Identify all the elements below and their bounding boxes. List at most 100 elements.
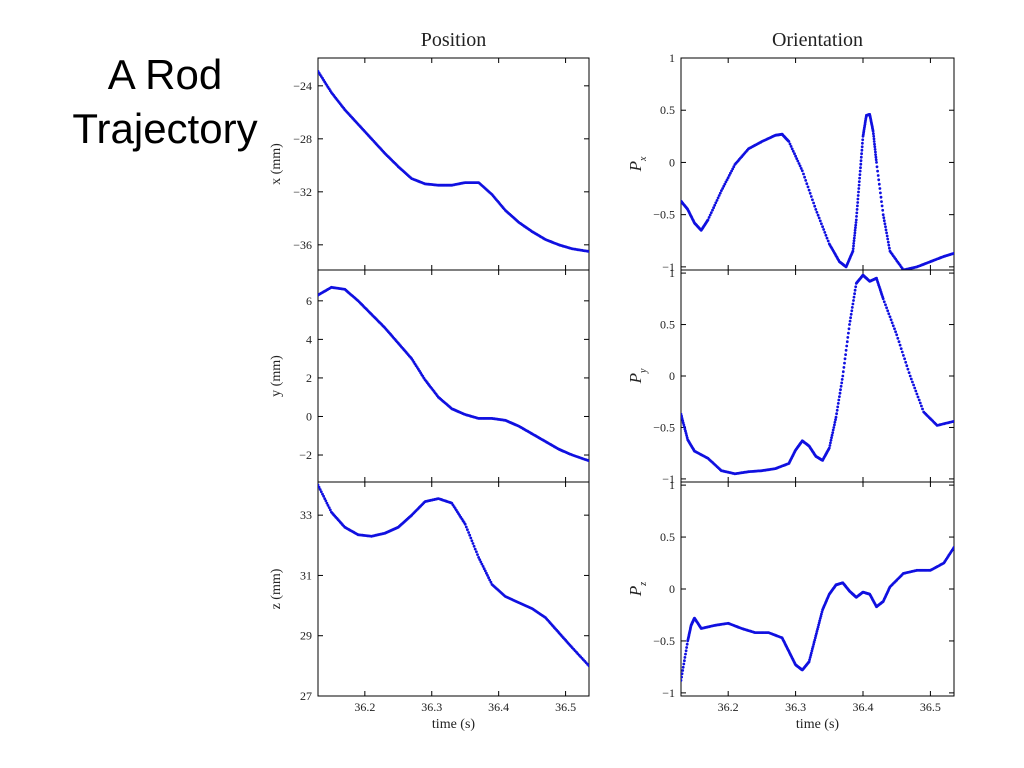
- chart-title: Position: [421, 29, 487, 51]
- y-tick-label: 4: [306, 332, 312, 346]
- data-point: [685, 436, 689, 440]
- data-point: [874, 158, 878, 162]
- data-point: [800, 169, 804, 173]
- data-point: [823, 231, 827, 234]
- data-point: [475, 550, 478, 554]
- data-point: [817, 621, 821, 625]
- data-point: [859, 166, 862, 170]
- data-point: [812, 201, 815, 205]
- data-point: [821, 225, 824, 229]
- data-point: [681, 669, 685, 672]
- data-point: [732, 165, 736, 169]
- data-point: [887, 243, 891, 247]
- data-point: [809, 653, 813, 657]
- data-point: [788, 142, 792, 146]
- data-series: [318, 483, 589, 668]
- data-point: [853, 292, 856, 296]
- data-point: [856, 194, 860, 197]
- data-point: [836, 405, 840, 409]
- data-point: [886, 309, 890, 313]
- y-tick-label: 0.5: [660, 530, 675, 544]
- data-point: [852, 239, 856, 243]
- data-point: [836, 402, 840, 405]
- data-point: [906, 367, 910, 371]
- data-point: [818, 619, 822, 622]
- data-point: [818, 617, 822, 620]
- data-point: [845, 344, 849, 348]
- data-point: [709, 211, 713, 215]
- data-point: [812, 640, 816, 644]
- data-point: [895, 333, 899, 337]
- data-point: [796, 159, 800, 163]
- data-point: [873, 145, 877, 149]
- data-point: [727, 174, 731, 177]
- data-point: [713, 203, 717, 207]
- data-point: [682, 423, 686, 427]
- data-point: [844, 353, 847, 356]
- data-point: [845, 340, 849, 344]
- data-point: [879, 191, 882, 195]
- plot-frame: [680, 481, 955, 697]
- data-point: [813, 204, 817, 208]
- data-point: [820, 612, 823, 616]
- data-point: [488, 578, 492, 582]
- data-point: [681, 419, 685, 422]
- y-tick-label: 0.5: [660, 318, 675, 332]
- data-point: [855, 208, 859, 211]
- data-point: [855, 211, 859, 215]
- data-point: [811, 645, 815, 648]
- data-point: [794, 154, 797, 158]
- data-point: [916, 395, 920, 399]
- data-point: [871, 129, 875, 133]
- data-point: [482, 567, 486, 571]
- data-point: [815, 210, 819, 214]
- data-point: [831, 428, 835, 432]
- data-point: [898, 343, 902, 347]
- data-point: [831, 431, 835, 434]
- data-point: [841, 374, 845, 378]
- data-point: [477, 556, 480, 559]
- data-point: [848, 319, 852, 323]
- data-point: [841, 370, 845, 374]
- data-point: [876, 169, 879, 173]
- data-point: [854, 226, 857, 230]
- data-point: [711, 208, 714, 212]
- x-axis-label: time (s): [432, 717, 475, 732]
- data-point: [908, 374, 912, 378]
- data-point: [952, 546, 954, 549]
- data-point: [858, 173, 862, 177]
- data-point: [824, 233, 828, 237]
- data-point: [843, 357, 847, 361]
- data-point: [478, 558, 482, 561]
- data-point: [814, 208, 818, 211]
- y-tick-label: 0: [306, 409, 312, 423]
- data-point: [952, 419, 954, 423]
- data-point: [833, 423, 836, 427]
- x-axis-label: time (s): [796, 717, 839, 732]
- data-point: [872, 134, 876, 138]
- data-series: [318, 285, 589, 463]
- data-point: [787, 140, 791, 143]
- data-point: [830, 433, 834, 437]
- data-point: [470, 539, 474, 543]
- x-tick-label: 36.3: [421, 700, 442, 714]
- y-tick-label: −1: [662, 686, 675, 700]
- data-point: [847, 327, 851, 331]
- data-point: [820, 610, 824, 614]
- y-tick-label: −0.5: [653, 634, 675, 648]
- data-point: [900, 350, 904, 354]
- data-point: [881, 213, 885, 217]
- data-point: [880, 200, 883, 204]
- y-tick-label: −36: [293, 238, 312, 252]
- panel-5: 1 0.5 0 −0.5 −1 Py: [626, 266, 955, 486]
- data-point: [825, 236, 829, 240]
- data-point: [874, 153, 877, 157]
- panel-3: 33 31 29 27 36.2 36.3 36.4 36.5 time (s) z (mm): [269, 481, 590, 732]
- data-point: [835, 412, 838, 416]
- y-tick-label: 33: [300, 508, 312, 522]
- x-tick-label: 36.3: [785, 700, 806, 714]
- y-tick-label: 0.5: [660, 103, 675, 117]
- data-point: [853, 231, 857, 235]
- data-point: [682, 662, 686, 666]
